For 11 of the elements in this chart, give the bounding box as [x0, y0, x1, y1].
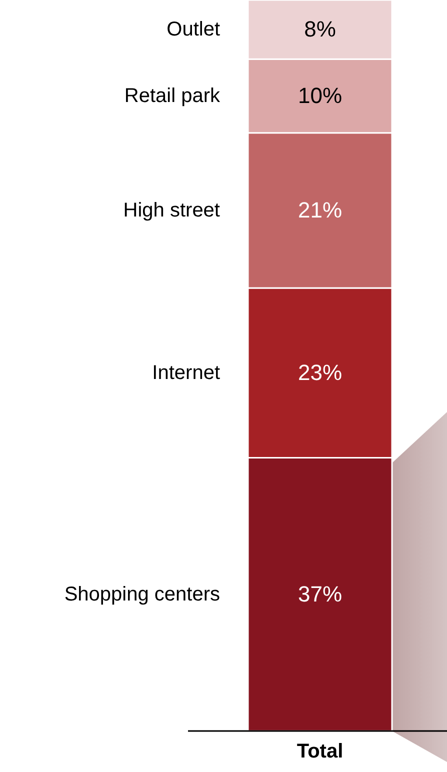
series-label: High street [123, 199, 220, 222]
x-tick-label: Total [296, 740, 344, 762]
data-label: 21% [298, 197, 342, 222]
series-label: Retail park [124, 84, 221, 107]
data-label: 37% [298, 581, 342, 606]
data-label: 10% [298, 82, 342, 108]
data-label: 23% [298, 360, 342, 385]
data-label: 8% [304, 16, 336, 42]
series-label: Internet [152, 362, 220, 384]
series-label: Outlet [166, 18, 220, 41]
series-label: Shopping centers [64, 583, 220, 606]
